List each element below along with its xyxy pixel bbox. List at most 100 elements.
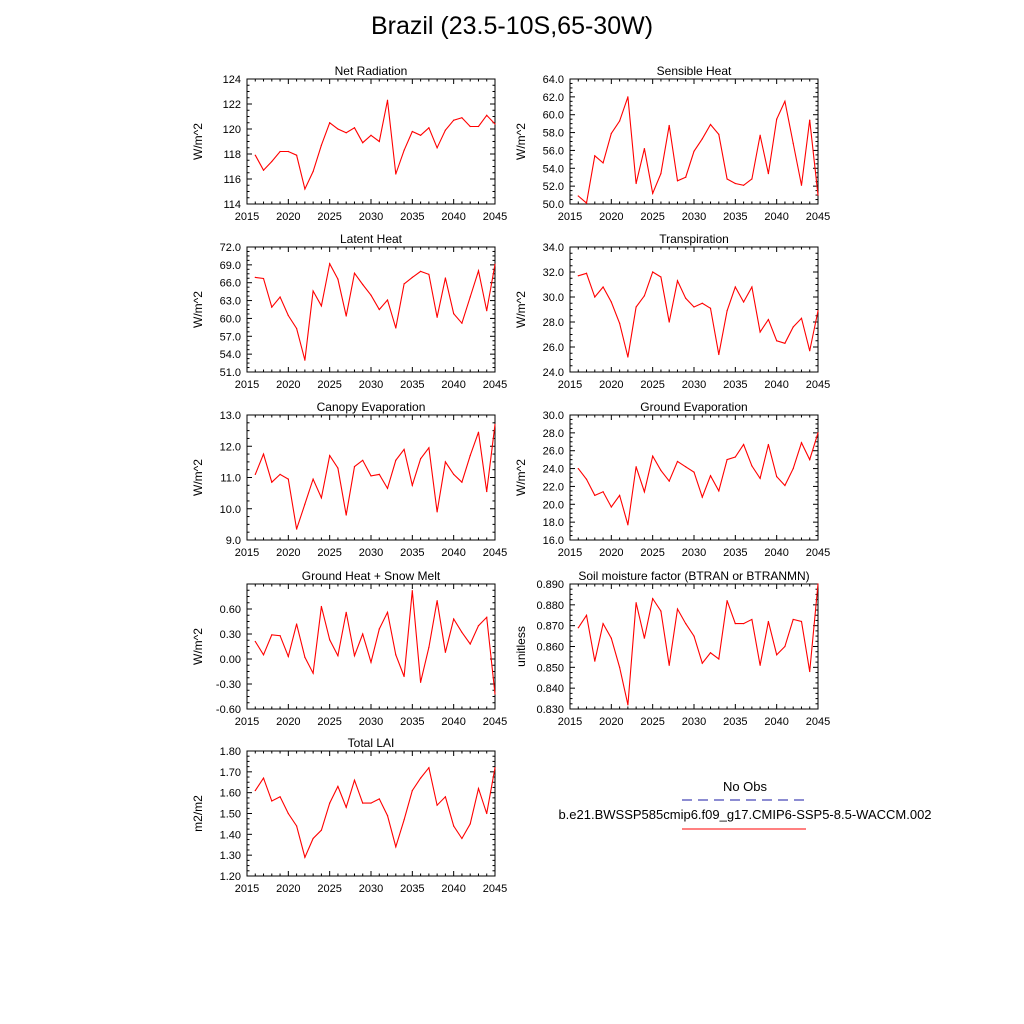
page-title: Brazil (23.5-10S,65-30W) — [370, 12, 654, 40]
data-point — [436, 316, 438, 318]
data-point — [370, 134, 372, 136]
x-tick-label: 2045 — [806, 379, 830, 391]
data-point — [486, 616, 488, 618]
y-tick-label: 58.0 — [543, 128, 564, 140]
y-tick-label: 16.0 — [543, 535, 564, 547]
y-tick-label: 54.0 — [543, 163, 564, 175]
x-tick-label: 2030 — [359, 379, 383, 391]
x-tick-label: 2015 — [235, 716, 259, 728]
data-point — [378, 628, 380, 630]
data-point — [494, 123, 496, 125]
y-tick-label: 9.0 — [226, 535, 241, 547]
data-point — [428, 273, 430, 275]
x-tick-label: 2030 — [359, 547, 383, 559]
data-point — [362, 633, 364, 635]
data-point — [262, 169, 265, 171]
data-point — [296, 825, 298, 827]
data-point — [477, 431, 480, 433]
data-point — [461, 117, 463, 119]
data-point — [494, 767, 496, 769]
panel-title: Ground Heat + Snow Melt — [302, 569, 441, 583]
data-point — [370, 802, 372, 804]
x-tick-label: 2020 — [599, 716, 623, 728]
x-tick-label: 2045 — [806, 716, 830, 728]
x-tick-label: 2030 — [682, 716, 706, 728]
data-point — [701, 496, 703, 498]
data-point — [619, 666, 621, 668]
data-point — [262, 453, 265, 455]
data-point — [337, 655, 339, 657]
data-point — [320, 829, 322, 831]
x-tick-label: 2045 — [483, 379, 507, 391]
y-tick-label: 11.0 — [220, 473, 241, 485]
data-point — [743, 301, 745, 303]
data-point — [345, 132, 347, 134]
data-point — [403, 149, 405, 151]
data-point — [477, 625, 480, 627]
data-point — [594, 155, 596, 157]
data-point — [312, 478, 314, 480]
data-point — [444, 277, 446, 279]
y-tick-label: 54.0 — [220, 349, 241, 361]
y-tick-label: 114 — [223, 199, 241, 211]
y-tick-label: 1.40 — [220, 829, 241, 841]
x-tick-label: 2040 — [764, 379, 788, 391]
chart-panel-7: 2015 2020 2025 2030 2035 2040 2045 -0.60 -0.30 0.… — [191, 569, 507, 728]
chart-panel-6: 2015 2020 2025 2030 2035 2040 2045 16.0 18.0 20.0… — [514, 400, 830, 559]
data-point — [693, 471, 695, 473]
data-point — [800, 184, 803, 186]
x-tick-label: 2025 — [317, 379, 341, 391]
y-tick-label: 26.0 — [543, 446, 564, 458]
data-point — [411, 590, 413, 592]
data-point — [809, 670, 811, 673]
data-point — [577, 627, 579, 629]
data-point — [312, 837, 314, 840]
data-point — [287, 478, 289, 480]
data-point — [436, 600, 438, 602]
data-point — [494, 263, 496, 265]
data-point — [585, 272, 588, 274]
data-point — [809, 119, 811, 121]
data-point — [329, 455, 331, 457]
y-tick-label: 56.0 — [543, 145, 564, 157]
x-tick-label: 2025 — [640, 379, 664, 391]
x-tick-label: 2025 — [317, 883, 341, 895]
data-point — [602, 286, 604, 288]
y-tick-label: 1.80 — [220, 746, 241, 758]
x-tick-label: 2025 — [317, 547, 341, 559]
x-tick-label: 2020 — [276, 211, 300, 223]
x-tick-label: 2035 — [400, 716, 424, 728]
x-tick-label: 2045 — [483, 547, 507, 559]
data-point — [635, 602, 637, 604]
y-tick-label: 0.60 — [220, 604, 241, 616]
data-point — [643, 637, 646, 639]
data-point — [271, 481, 273, 483]
data-point — [254, 154, 256, 156]
data-point — [345, 315, 347, 317]
series-line — [254, 100, 496, 191]
data-point — [262, 654, 265, 656]
data-point — [652, 597, 654, 600]
data-point — [660, 173, 662, 175]
data-point — [643, 295, 646, 297]
data-point — [800, 442, 803, 444]
legend-model-line — [682, 828, 806, 830]
data-point — [420, 681, 422, 683]
data-point — [320, 605, 322, 608]
x-tick-label: 2025 — [317, 211, 341, 223]
data-point — [395, 846, 397, 848]
data-point — [594, 660, 596, 662]
data-point — [254, 473, 256, 475]
y-tick-label: 34.0 — [543, 242, 564, 254]
data-point — [296, 154, 298, 156]
data-point — [709, 475, 712, 477]
data-point — [627, 704, 629, 706]
x-tick-label: 2025 — [317, 716, 341, 728]
data-point — [378, 798, 380, 800]
data-point — [767, 620, 770, 623]
y-tick-label: 28.0 — [543, 428, 564, 440]
panel-title: Sensible Heat — [657, 64, 732, 78]
data-point — [494, 693, 496, 695]
data-point — [726, 310, 728, 312]
x-tick-label: 2030 — [682, 379, 706, 391]
